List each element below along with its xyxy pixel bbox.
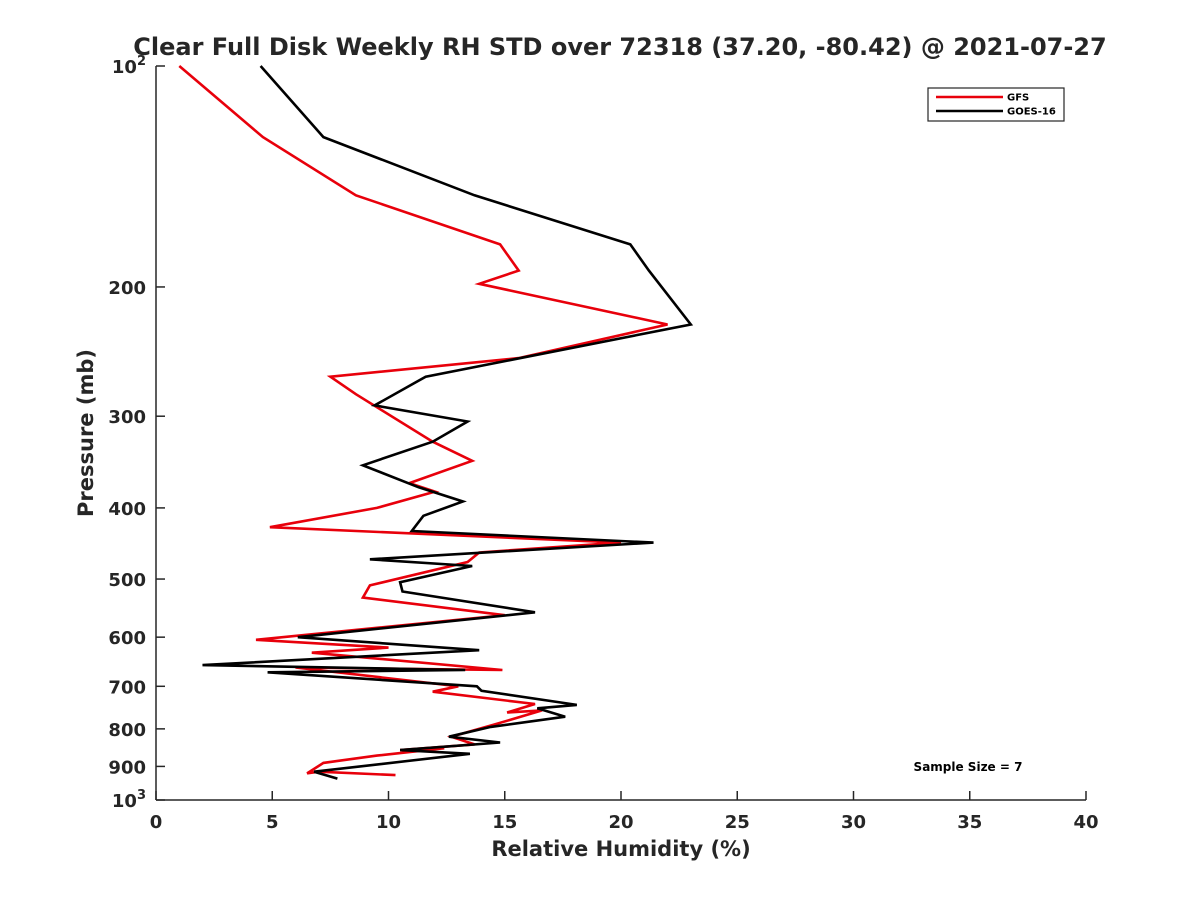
legend-box — [927, 87, 1065, 122]
x-tick-label: 25 — [725, 812, 750, 833]
y-tick-label: 600 — [108, 628, 146, 649]
x-tick-label: 15 — [492, 812, 517, 833]
y-tick-label: 700 — [108, 677, 146, 698]
legend-label: GOES-16 — [1007, 107, 1056, 118]
y-tick-label: 200 — [108, 278, 146, 299]
y-tick-label: 102 — [112, 54, 146, 78]
y-tick-label: 800 — [108, 720, 146, 741]
x-tick-label: 0 — [150, 812, 163, 833]
x-tick-label: 30 — [841, 812, 866, 833]
x-tick-label: 10 — [376, 812, 401, 833]
legend: GFS GOES-16 — [927, 87, 1065, 122]
x-tick-label: 35 — [957, 812, 982, 833]
x-tick-label: 40 — [1073, 812, 1098, 833]
legend-label: GFS — [1007, 93, 1029, 104]
x-axis-label: Relative Humidity (%) — [491, 837, 750, 861]
x-tick-label: 20 — [608, 812, 633, 833]
y-axis-ticks: 102 200 300 400 500 600 700 800 900 103 — [108, 54, 165, 812]
x-axis-ticks: 0 5 10 15 20 25 30 35 40 — [150, 791, 1099, 833]
plot-area: 0 5 10 15 20 25 30 35 40 102 200 300 400 500 600 700 80… — [108, 54, 1098, 833]
series-layer — [178, 65, 694, 780]
chart-title: Clear Full Disk Weekly RH STD over 72318… — [133, 33, 1106, 61]
x-tick-label: 5 — [266, 812, 279, 833]
y-tick-label: 900 — [108, 757, 146, 778]
y-tick-label: 500 — [108, 570, 146, 591]
y-axis-label: Pressure (mb) — [74, 349, 98, 517]
sample-size-annotation: Sample Size = 7 — [914, 760, 1023, 774]
y-tick-label: 400 — [108, 499, 146, 520]
y-tick-label: 300 — [108, 407, 146, 428]
y-tick-label: 103 — [112, 788, 146, 812]
series-line-goes-16 — [202, 65, 694, 780]
